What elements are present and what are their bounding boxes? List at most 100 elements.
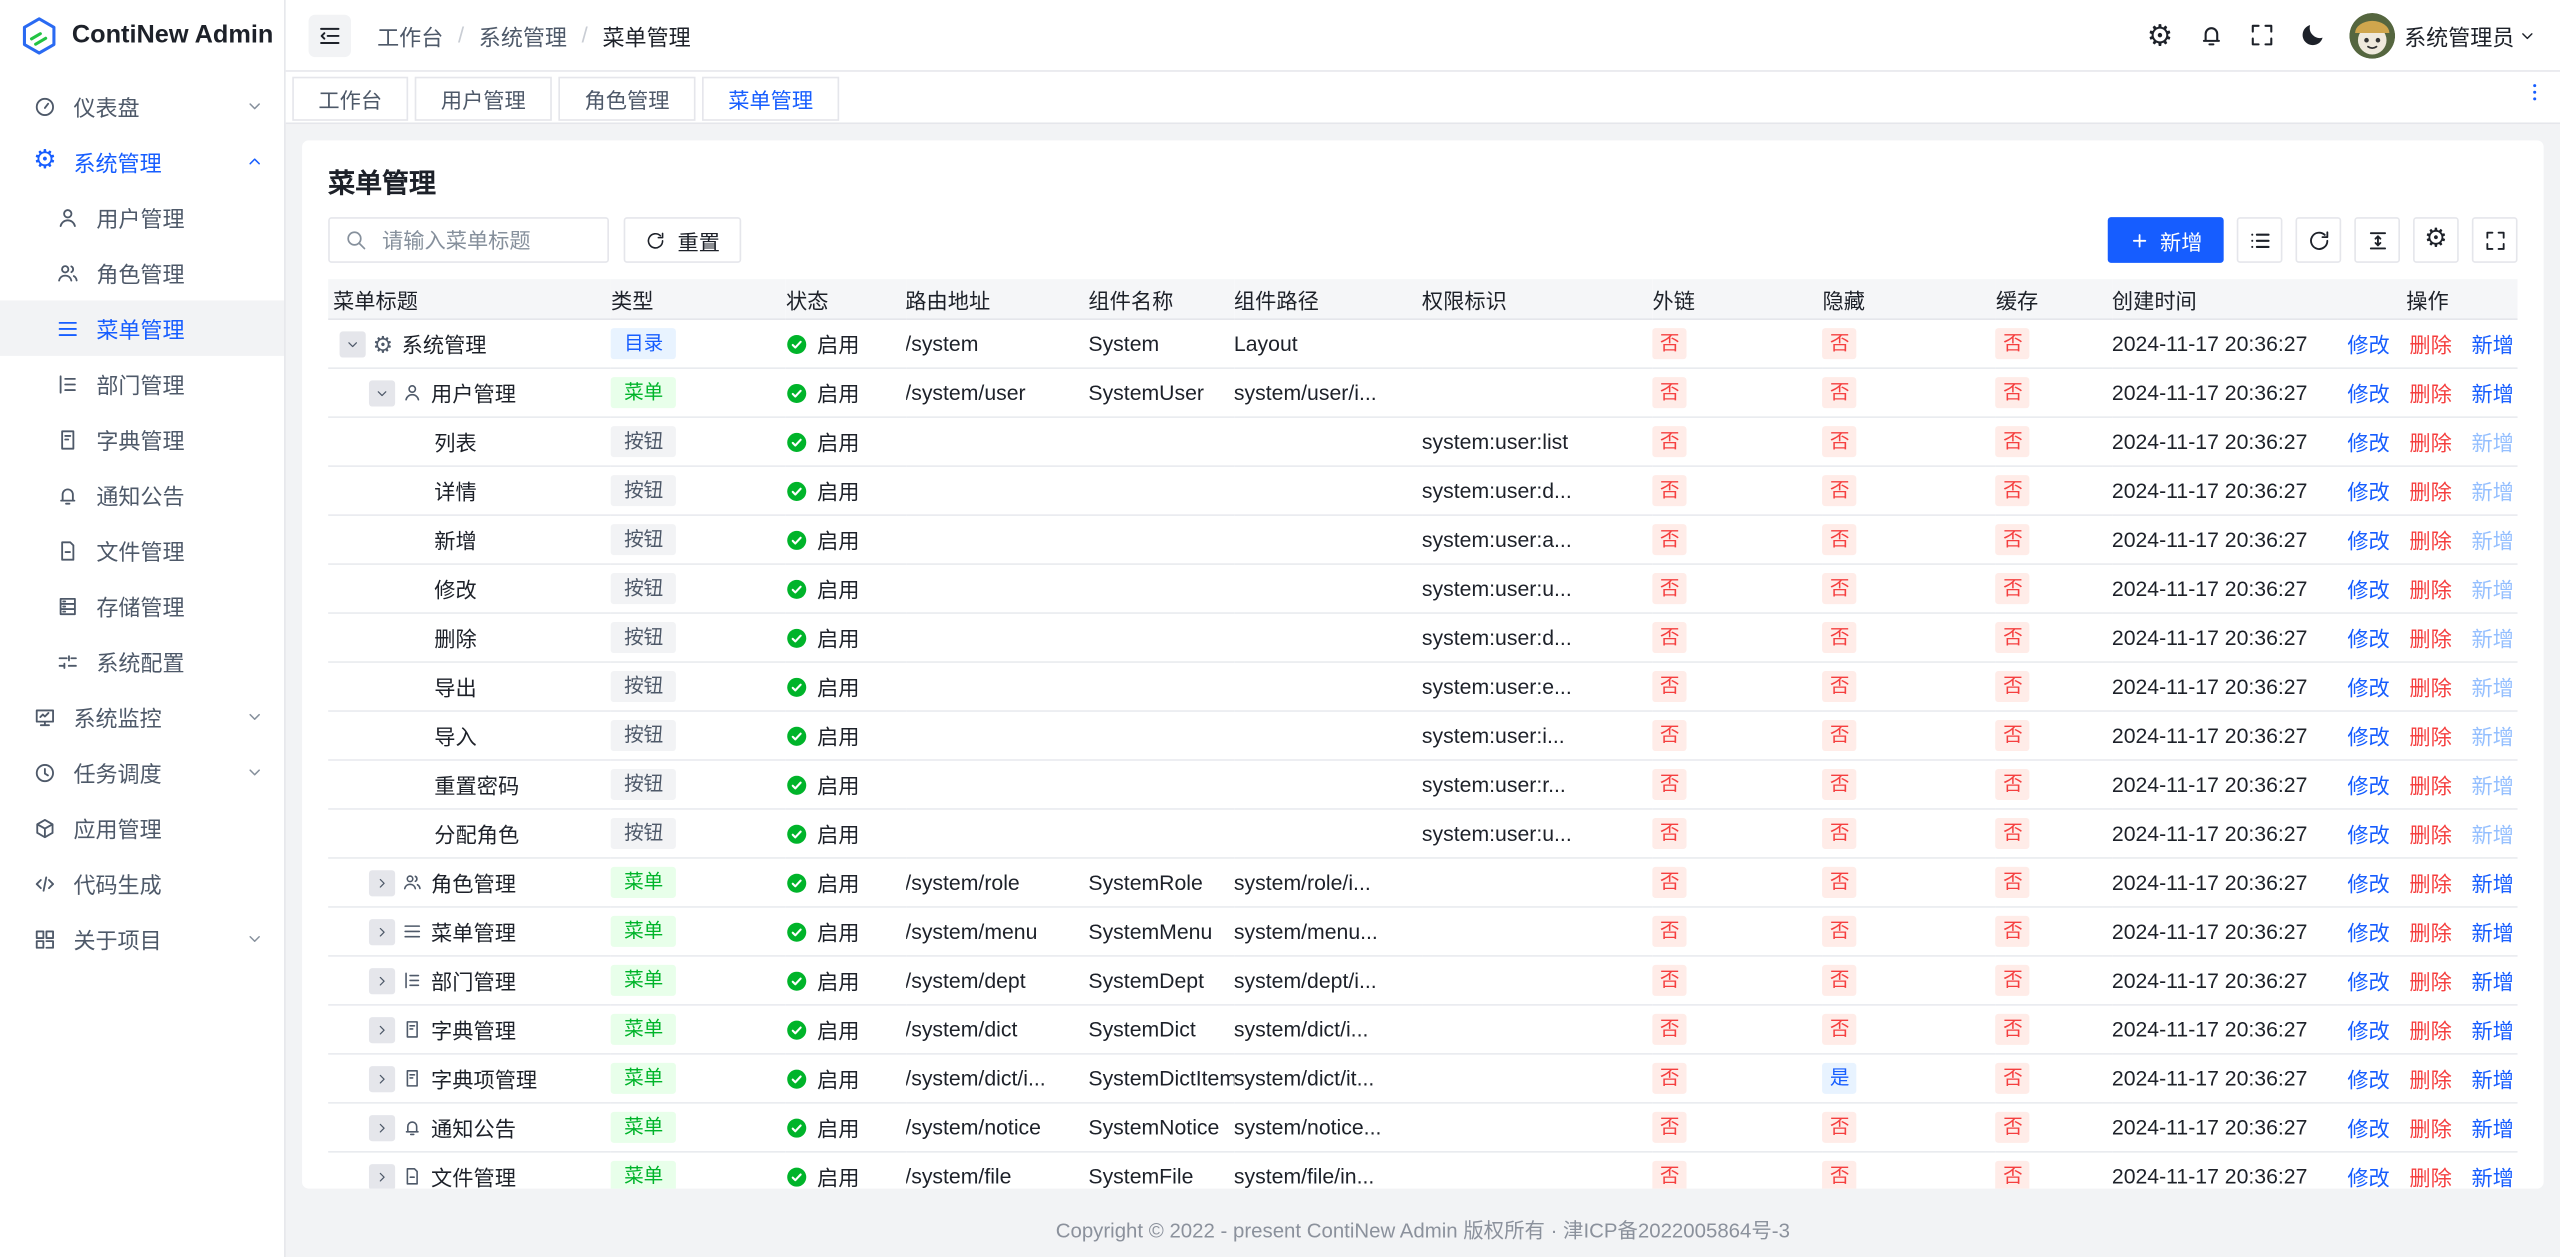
tree-toggle[interactable] xyxy=(369,967,395,993)
tab-more-button[interactable] xyxy=(2522,80,2546,104)
delete-link[interactable]: 删除 xyxy=(2409,1117,2451,1141)
sidebar-collapse-button[interactable] xyxy=(309,14,351,56)
modify-link[interactable]: 修改 xyxy=(2347,1068,2389,1092)
tree-toggle[interactable] xyxy=(369,869,395,895)
tree-toggle[interactable] xyxy=(369,380,395,406)
avatar[interactable] xyxy=(2349,12,2395,58)
tab-角色管理[interactable]: 角色管理 xyxy=(558,77,695,121)
header-dark-mode-button[interactable] xyxy=(2298,21,2326,49)
add-link[interactable]: 新增 xyxy=(2471,921,2513,945)
sidebar-item-monitor[interactable]: 系统监控 xyxy=(0,689,284,745)
modify-link[interactable]: 修改 xyxy=(2347,921,2389,945)
sidebar-item-role[interactable]: 角色管理 xyxy=(0,245,284,301)
delete-link[interactable]: 删除 xyxy=(2409,382,2451,406)
sidebar-item-file[interactable]: 文件管理 xyxy=(0,522,284,578)
tab-用户管理[interactable]: 用户管理 xyxy=(415,77,552,121)
delete-link[interactable]: 删除 xyxy=(2409,480,2451,504)
cell-component-name: SystemDictItem xyxy=(1088,1054,1234,1103)
tree-toggle[interactable] xyxy=(340,331,366,357)
modify-link[interactable]: 修改 xyxy=(2347,970,2389,994)
tag-否: 否 xyxy=(1996,524,2030,555)
delete-link[interactable]: 删除 xyxy=(2409,872,2451,896)
breadcrumb-item[interactable]: 工作台 xyxy=(377,19,443,52)
sidebar-item-dict[interactable]: 字典管理 xyxy=(0,411,284,467)
tab-工作台[interactable]: 工作台 xyxy=(292,77,408,121)
sidebar-item-dept[interactable]: 部门管理 xyxy=(0,356,284,412)
sidebar-item-schedule[interactable]: 任务调度 xyxy=(0,744,284,800)
tree-toggle[interactable] xyxy=(369,1065,395,1091)
search-box[interactable] xyxy=(328,217,609,263)
modify-link[interactable]: 修改 xyxy=(2347,1117,2389,1141)
user-name[interactable]: 系统管理员 xyxy=(2404,19,2537,52)
sidebar-item-config[interactable]: 系统配置 xyxy=(0,633,284,689)
add-button[interactable]: 新增 xyxy=(2108,217,2224,263)
sidebar-item-app[interactable]: 应用管理 xyxy=(0,800,284,856)
add-link[interactable]: 新增 xyxy=(2471,970,2513,994)
tree-toggle[interactable] xyxy=(369,1114,395,1140)
modify-link[interactable]: 修改 xyxy=(2347,1166,2389,1189)
delete-link[interactable]: 删除 xyxy=(2409,627,2451,651)
header-settings-button[interactable]: ⚙ xyxy=(2146,21,2174,49)
line-height-icon xyxy=(2365,228,2389,252)
delete-link[interactable]: 删除 xyxy=(2409,676,2451,700)
search-input[interactable] xyxy=(379,226,593,254)
delete-link[interactable]: 删除 xyxy=(2409,921,2451,945)
modify-link[interactable]: 修改 xyxy=(2347,1019,2389,1043)
user-menu[interactable]: 系统管理员 xyxy=(2349,12,2538,58)
header-notification-button[interactable] xyxy=(2197,21,2225,49)
delete-link[interactable]: 删除 xyxy=(2409,1019,2451,1043)
delete-link[interactable]: 删除 xyxy=(2409,333,2451,357)
tree-toggle[interactable] xyxy=(369,1163,395,1188)
modify-link[interactable]: 修改 xyxy=(2347,578,2389,602)
delete-link[interactable]: 删除 xyxy=(2409,774,2451,798)
modify-link[interactable]: 修改 xyxy=(2347,676,2389,700)
breadcrumb-item[interactable]: 菜单管理 xyxy=(602,19,690,52)
modify-link[interactable]: 修改 xyxy=(2347,382,2389,406)
modify-link[interactable]: 修改 xyxy=(2347,725,2389,749)
add-link[interactable]: 新增 xyxy=(2471,1019,2513,1043)
sidebar-item-codegen[interactable]: 代码生成 xyxy=(0,856,284,912)
modify-link[interactable]: 修改 xyxy=(2347,529,2389,553)
delete-link[interactable]: 删除 xyxy=(2409,970,2451,994)
reset-button[interactable]: 重置 xyxy=(624,217,742,263)
header-fullscreen-button[interactable] xyxy=(2247,21,2275,49)
sidebar-item-menu[interactable]: 菜单管理 xyxy=(0,300,284,356)
sidebar-item-dashboard[interactable]: 仪表盘 xyxy=(0,78,284,134)
toolbar-list-button[interactable] xyxy=(2237,217,2283,263)
delete-link[interactable]: 删除 xyxy=(2409,1068,2451,1092)
add-link[interactable]: 新增 xyxy=(2471,1166,2513,1189)
modify-link[interactable]: 修改 xyxy=(2347,872,2389,896)
add-link[interactable]: 新增 xyxy=(2471,872,2513,896)
toolbar-settings-button[interactable]: ⚙ xyxy=(2413,217,2459,263)
delete-link[interactable]: 删除 xyxy=(2409,1166,2451,1189)
sidebar-item-notice[interactable]: 通知公告 xyxy=(0,467,284,523)
modify-link[interactable]: 修改 xyxy=(2347,431,2389,455)
add-link[interactable]: 新增 xyxy=(2471,1068,2513,1092)
toolbar-refresh-button[interactable] xyxy=(2296,217,2342,263)
tree-toggle[interactable] xyxy=(369,918,395,944)
add-link[interactable]: 新增 xyxy=(2471,382,2513,406)
sidebar-item-system[interactable]: ⚙系统管理 xyxy=(0,134,284,190)
add-link[interactable]: 新增 xyxy=(2471,1117,2513,1141)
modify-link[interactable]: 修改 xyxy=(2347,627,2389,651)
delete-link[interactable]: 删除 xyxy=(2409,578,2451,602)
modify-link[interactable]: 修改 xyxy=(2347,823,2389,847)
tree-toggle[interactable] xyxy=(369,1016,395,1042)
modify-link[interactable]: 修改 xyxy=(2347,333,2389,357)
toolbar-line-height-button[interactable] xyxy=(2354,217,2400,263)
toolbar-fullscreen-button[interactable] xyxy=(2472,217,2518,263)
modify-link[interactable]: 修改 xyxy=(2347,774,2389,798)
sidebar-item-user[interactable]: 用户管理 xyxy=(0,189,284,245)
cell-actions: 修改删除新增 xyxy=(2338,368,2518,417)
delete-link[interactable]: 删除 xyxy=(2409,431,2451,455)
tab-菜单管理[interactable]: 菜单管理 xyxy=(702,77,839,121)
sidebar-item-storage[interactable]: 存储管理 xyxy=(0,578,284,634)
sidebar-item-about[interactable]: 关于项目 xyxy=(0,911,284,967)
add-link[interactable]: 新增 xyxy=(2471,333,2513,357)
breadcrumb-item[interactable]: 系统管理 xyxy=(479,19,567,52)
delete-link[interactable]: 删除 xyxy=(2409,725,2451,749)
app-logo[interactable]: ContiNew Admin xyxy=(0,0,284,70)
modify-link[interactable]: 修改 xyxy=(2347,480,2389,504)
delete-link[interactable]: 删除 xyxy=(2409,823,2451,847)
delete-link[interactable]: 删除 xyxy=(2409,529,2451,553)
